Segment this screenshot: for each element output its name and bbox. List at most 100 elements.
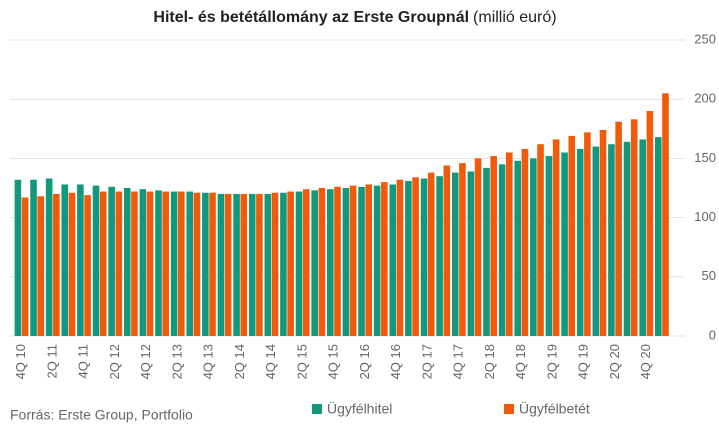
bar	[459, 163, 466, 336]
bar	[342, 188, 350, 336]
bar	[84, 195, 91, 336]
x-tick-label: 4Q 10	[13, 344, 28, 379]
y-tick-label: 0	[709, 327, 716, 342]
bar	[209, 192, 216, 336]
x-tick-label: 4Q 16	[388, 344, 403, 379]
x-tick-label: 4Q 11	[76, 344, 91, 378]
x-tick-label: 2Q 17	[419, 344, 434, 379]
bar	[240, 193, 248, 336]
bar	[295, 191, 303, 336]
bar	[334, 186, 341, 336]
bar	[302, 189, 310, 336]
bar	[349, 185, 357, 336]
source: Forrás: Erste Group, Portfolio	[10, 407, 193, 423]
bar	[630, 119, 638, 336]
bar	[521, 148, 529, 336]
title-main: Hitel- és betétállomány az Erste Groupná…	[153, 9, 469, 26]
x-tick-label: 2Q 16	[357, 344, 372, 379]
bar	[178, 191, 185, 336]
y-tick-label: 150	[694, 150, 716, 165]
bar	[53, 193, 60, 336]
bar	[615, 121, 622, 336]
bar	[576, 148, 584, 336]
bar	[233, 193, 240, 336]
bar	[248, 193, 256, 336]
bar	[155, 190, 162, 336]
bar	[584, 132, 591, 336]
bar	[256, 193, 263, 336]
bar	[506, 152, 513, 336]
bar	[373, 185, 381, 336]
bar	[623, 141, 631, 336]
bar	[592, 146, 600, 336]
bar	[193, 192, 201, 336]
x-tick-label: 4Q 18	[513, 344, 528, 379]
x-tick-label: 2Q 13	[169, 344, 184, 379]
x-tick-label: 2Q 15	[294, 344, 309, 379]
bar	[217, 193, 225, 336]
legend-label: Ügyfélbetét	[519, 400, 590, 417]
bar	[427, 172, 435, 336]
bar	[389, 184, 397, 336]
bar	[420, 178, 428, 336]
x-tick-label: 4Q 15	[326, 344, 341, 379]
legend-swatch	[312, 404, 322, 414]
bar	[287, 191, 294, 336]
bar	[561, 152, 568, 336]
bar	[30, 179, 37, 336]
bar	[530, 158, 537, 336]
bar	[537, 144, 544, 336]
bar	[405, 180, 412, 336]
bar	[61, 184, 69, 336]
bar	[358, 186, 365, 336]
bar	[662, 93, 669, 336]
bar	[552, 139, 560, 336]
bar	[186, 191, 194, 336]
bar	[451, 172, 459, 336]
bar	[264, 193, 272, 336]
bar	[92, 185, 100, 336]
bar	[311, 190, 318, 336]
bar	[545, 156, 553, 336]
x-tick-label: 2Q 18	[482, 344, 497, 379]
x-tick-label: 4Q 17	[451, 344, 466, 379]
bar	[14, 179, 22, 336]
bar	[443, 165, 451, 336]
bar	[37, 196, 45, 336]
bar	[608, 144, 615, 336]
bar	[467, 171, 475, 336]
bar	[162, 191, 169, 336]
chart-title: Hitel- és betétállomány az Erste Groupná…	[153, 9, 556, 26]
bar	[202, 192, 209, 336]
x-tick-label: 4Q 12	[138, 344, 153, 379]
bar	[170, 191, 178, 336]
bar	[68, 192, 76, 336]
bar	[646, 111, 654, 336]
bar	[396, 179, 404, 336]
x-tick-label: 4Q 19	[576, 344, 591, 379]
bar	[498, 164, 506, 336]
legend-label: Ügyfélhitel	[327, 400, 392, 417]
bar	[280, 192, 287, 336]
x-tick-label: 4Q 13	[201, 344, 216, 379]
bar	[123, 188, 131, 336]
x-tick-label: 2Q 20	[607, 344, 622, 379]
bar	[115, 191, 123, 336]
bar	[146, 191, 154, 336]
bar	[45, 178, 53, 336]
y-tick-label: 100	[694, 209, 716, 224]
bar	[131, 191, 138, 336]
bar	[483, 167, 490, 336]
bar	[224, 193, 232, 336]
bar	[365, 184, 373, 336]
bar	[436, 176, 443, 336]
bar	[271, 192, 279, 336]
y-tick-label: 200	[694, 91, 716, 106]
x-tick-label: 4Q 20	[638, 344, 653, 379]
bar	[139, 189, 147, 336]
x-tick-label: 4Q 14	[263, 344, 278, 379]
title-unit: (millió euró)	[473, 9, 557, 26]
y-tick-label: 250	[694, 31, 716, 46]
x-tick-label: 2Q 19	[544, 344, 559, 379]
bar	[318, 188, 326, 336]
